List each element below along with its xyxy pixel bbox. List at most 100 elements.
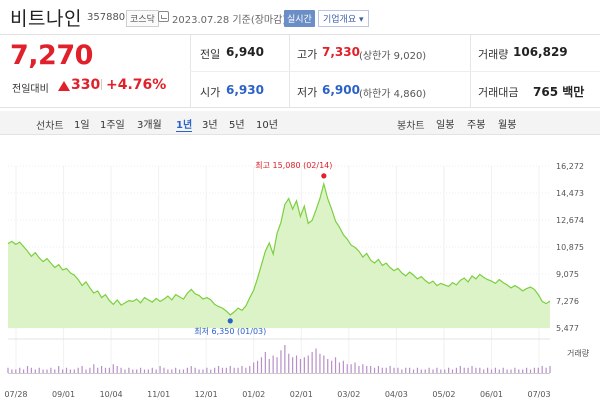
- volume-bar: [494, 367, 497, 373]
- volume-bar: [377, 366, 380, 373]
- volume-bar: [381, 367, 383, 373]
- volume-bar: [393, 367, 395, 373]
- volume-bar: [420, 369, 422, 373]
- volume-bar: [11, 369, 13, 373]
- volume-bar: [401, 369, 403, 373]
- volume-bar: [276, 357, 278, 373]
- change-label: 전일대비: [12, 84, 49, 95]
- volume-bar: [253, 362, 255, 373]
- volume-bar: [299, 359, 302, 373]
- high-label: 고가: [297, 48, 318, 61]
- volume-bar: [132, 369, 134, 373]
- y-tick-label: 10,875: [556, 243, 584, 252]
- period-5y[interactable]: 5년: [229, 120, 245, 131]
- volume-bar: [104, 367, 107, 373]
- volume-bar: [241, 366, 243, 373]
- price-chart[interactable]: 16,27214,47312,67410,8759,0757,2765,477 …: [0, 150, 600, 411]
- volume-bar: [362, 364, 364, 373]
- period-3y[interactable]: 3년: [202, 120, 218, 131]
- y-tick-label: 16,272: [556, 162, 584, 171]
- market-badge: 코스닥: [126, 10, 159, 27]
- volume-bar: [323, 355, 325, 373]
- volume-bar: [475, 367, 477, 373]
- volume-label: 거래량: [478, 48, 509, 61]
- volume-bar: [370, 366, 372, 373]
- trade-value-label: 거래대금: [478, 86, 519, 99]
- candle-daily[interactable]: 일봉: [436, 120, 455, 131]
- volume-bar: [15, 369, 17, 373]
- volume-bar: [498, 369, 500, 373]
- volume-bar: [510, 369, 512, 373]
- volume-bar: [541, 366, 543, 373]
- volume-bar: [229, 366, 231, 373]
- min-price-marker: [227, 318, 233, 324]
- change-value: 330: [71, 77, 101, 93]
- volume-bar: [30, 367, 32, 373]
- volume-bar: [77, 367, 79, 373]
- volume-bar: [471, 366, 473, 373]
- volume-bar: [549, 366, 551, 373]
- volume-bar: [385, 367, 387, 373]
- volume-bar: [354, 362, 356, 373]
- volume-bar: [112, 364, 114, 373]
- period-3m[interactable]: 3개월: [137, 120, 162, 131]
- volume-bar: [428, 367, 430, 373]
- realtime-button[interactable]: 실시간: [284, 10, 315, 27]
- volume-axis-label: 거래량: [567, 348, 590, 358]
- candle-monthly[interactable]: 월봉: [498, 120, 517, 131]
- price-area-fill: [8, 183, 550, 328]
- volume-bar: [545, 367, 547, 373]
- period-1y[interactable]: 1년: [176, 116, 193, 132]
- volume-bar: [147, 369, 149, 373]
- volume-bar: [514, 367, 516, 373]
- volume-bar: [506, 369, 508, 373]
- x-tick-label: 06/01: [480, 390, 503, 399]
- volume-bar: [85, 369, 87, 373]
- volume-bar: [483, 369, 485, 373]
- volume-bar: [256, 360, 259, 373]
- volume-bar: [373, 367, 376, 373]
- volume-bar: [451, 369, 454, 373]
- volume-bar: [171, 369, 173, 373]
- volume-bar: [221, 367, 224, 373]
- volume-bar: [175, 367, 177, 373]
- period-1w[interactable]: 1주일: [100, 120, 125, 131]
- company-overview-dropdown[interactable]: 기업개요 ▾: [318, 10, 369, 27]
- volume-bar: [280, 350, 282, 373]
- volume-bar: [206, 367, 208, 373]
- prev-close-value: 6,940: [226, 45, 264, 59]
- volume-bar: [120, 367, 122, 373]
- volume-bar: [182, 369, 185, 373]
- lower-limit: (하한가 4,860): [359, 89, 427, 100]
- date-text: 2023.07.28 기준(장마감): [172, 15, 287, 26]
- stock-code: 357880: [87, 12, 126, 23]
- volume-bar: [467, 367, 469, 373]
- volume-bar: [338, 362, 341, 373]
- volume-bar: [7, 367, 9, 373]
- volume-bar: [264, 352, 266, 373]
- volume-bar: [522, 369, 524, 373]
- x-tick-label: 04/03: [385, 390, 408, 399]
- min-price-label: 최저 6,350 (01/03): [194, 326, 266, 336]
- volume-bar: [65, 367, 68, 373]
- y-tick-label: 14,473: [556, 189, 584, 198]
- volume-bar: [22, 369, 25, 373]
- price-line: [7, 181, 551, 316]
- period-10y[interactable]: 10년: [256, 120, 278, 131]
- volume-bar: [19, 367, 21, 373]
- stock-header: 비트나인 357880 코스닥 2023.07.28 기준(장마감) 실시간 기…: [0, 0, 600, 34]
- volume-bar: [463, 367, 465, 373]
- volume-bar: [217, 366, 220, 373]
- volume-bar: [537, 367, 539, 373]
- period-1d[interactable]: 1일: [74, 120, 90, 131]
- volume-bar: [409, 367, 411, 373]
- volume-bar: [50, 367, 52, 373]
- volume-bar: [455, 367, 458, 373]
- candle-weekly[interactable]: 주봉: [467, 120, 486, 131]
- volume-bar: [128, 367, 130, 373]
- volume-bar: [272, 355, 274, 373]
- max-price-marker: [321, 173, 327, 179]
- volume-bar: [163, 367, 165, 373]
- volume-bar: [54, 369, 56, 373]
- volume-bar: [97, 367, 99, 373]
